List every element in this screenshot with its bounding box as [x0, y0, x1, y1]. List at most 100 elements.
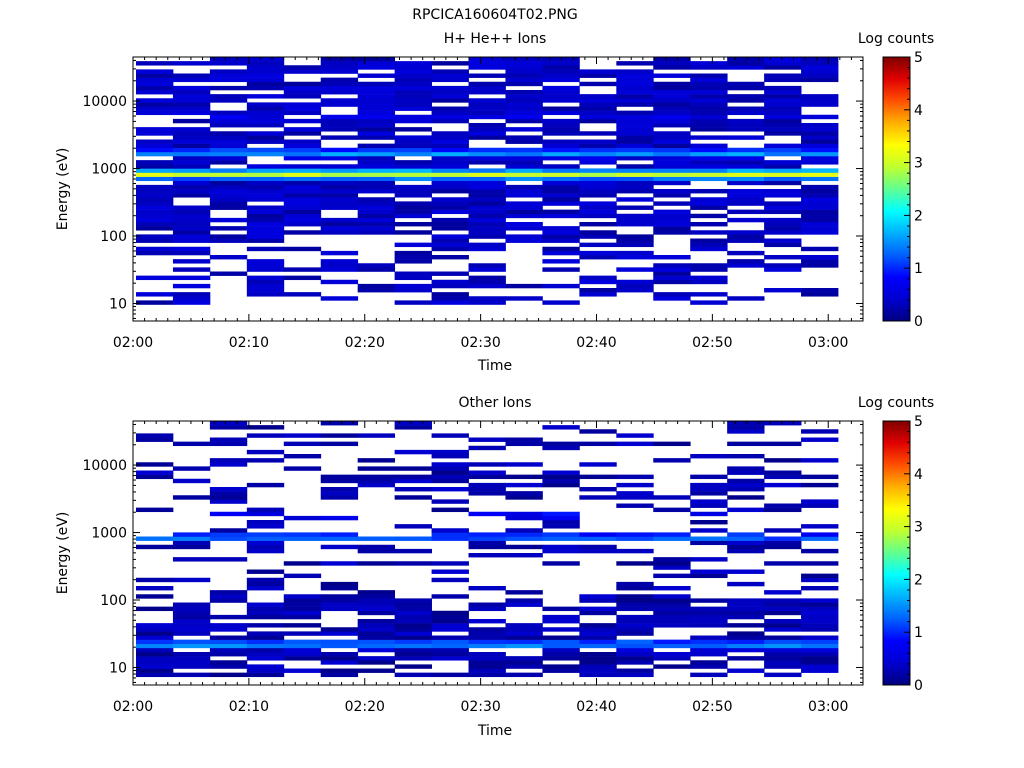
spectrogram-cell	[801, 230, 839, 235]
spectrogram-cell	[394, 466, 432, 471]
spectrogram-cell	[136, 631, 174, 636]
spectrogram-cell	[801, 602, 839, 607]
spectrogram-cell	[431, 532, 469, 537]
spectrogram-cell	[616, 238, 654, 243]
spectrogram-cell	[431, 94, 469, 99]
spectrogram-cell	[801, 160, 839, 165]
spectrogram-cell	[764, 189, 802, 194]
spectrogram-cell	[209, 491, 248, 496]
spectrogram-cell	[764, 474, 802, 480]
spectrogram-cell	[431, 672, 469, 678]
colorbar-tick-label: 4	[914, 467, 923, 483]
spectrogram-cell	[431, 454, 469, 459]
spectrogram-cell	[653, 123, 691, 128]
spectrogram-cell	[283, 143, 322, 149]
spectrogram-cell	[727, 544, 765, 550]
spectrogram-cell	[246, 222, 285, 227]
colorbar-tick-label: 0	[914, 314, 923, 330]
spectrogram-cell	[394, 288, 432, 293]
spectrogram-cell	[764, 643, 802, 649]
spectrogram-cell	[727, 164, 765, 169]
spectrogram-cell	[246, 61, 285, 66]
spectrogram-cell	[172, 292, 211, 297]
spectrogram-cell	[653, 557, 691, 562]
spectrogram-cell	[320, 594, 359, 599]
spectrogram-cell	[283, 65, 322, 70]
spectrogram-cell	[172, 102, 211, 107]
spectrogram-cell	[801, 474, 839, 480]
spectrogram-cell	[246, 292, 285, 297]
spectrogram-cell	[283, 156, 322, 161]
spectrogram-cell	[653, 619, 691, 624]
spectrogram-cell	[727, 81, 765, 87]
spectrogram-cell	[246, 246, 285, 252]
spectrogram-cell	[542, 147, 580, 153]
spectrogram-cell	[616, 279, 654, 285]
spectrogram-cell	[246, 168, 285, 173]
spectrogram-cell	[283, 656, 322, 661]
spectrogram-cell	[616, 668, 654, 673]
spectrogram-cell	[727, 85, 765, 91]
spectrogram-cell	[579, 643, 617, 649]
spectrogram-cell	[209, 437, 248, 442]
figure-title: RPCICA160604T02.PNG	[412, 7, 577, 23]
spectrogram-cell	[690, 275, 728, 281]
spectrogram-cell	[209, 594, 248, 599]
spectrogram-cell	[246, 288, 285, 293]
spectrogram-cell	[579, 176, 617, 182]
spectrogram-cell	[468, 147, 506, 153]
spectrogram-cell	[246, 668, 285, 673]
spectrogram-cell	[320, 57, 359, 62]
spectrogram-cell	[394, 85, 432, 91]
spectrogram-cell	[246, 151, 285, 157]
spectrogram-cell	[690, 135, 728, 140]
spectrogram-cell	[209, 139, 248, 144]
y-axis: 10 100 1000 10000	[82, 59, 863, 319]
spectrogram-cell	[246, 532, 285, 537]
spectrogram-cell	[357, 90, 396, 95]
spectrogram-cell	[505, 238, 543, 243]
spectrogram-cell	[579, 668, 617, 673]
spectrogram-cell	[505, 61, 543, 66]
spectrogram-cell	[690, 246, 728, 252]
spectrogram-cell	[727, 536, 765, 541]
spectrogram-cell	[357, 288, 396, 293]
spectrogram-cell	[246, 85, 285, 91]
spectrogram-cell	[801, 536, 839, 541]
spectrogram-cell	[542, 511, 580, 517]
spectrogram-cell	[136, 606, 174, 612]
spectrogram-cell	[431, 118, 469, 124]
spectrogram-cell	[246, 230, 285, 235]
spectrogram-cell	[172, 532, 211, 537]
spectrogram-cell	[690, 598, 728, 603]
spectrogram-cell	[801, 143, 839, 149]
spectrogram-cell	[172, 61, 211, 66]
spectrogram-cell	[431, 656, 469, 661]
spectrogram-cell	[320, 656, 359, 661]
colorbar-tick-label: 2	[914, 572, 923, 588]
spectrogram-cell	[801, 458, 839, 463]
spectrogram-cell	[172, 139, 211, 144]
spectrogram-cell	[764, 598, 802, 603]
spectrogram-cell	[394, 647, 432, 653]
x-tick-label: 03:00	[808, 335, 848, 351]
spectrogram-cell	[542, 213, 580, 219]
spectrogram-cell	[431, 238, 469, 243]
spectrogram-cell	[727, 61, 765, 66]
spectrogram-cell	[542, 180, 580, 186]
spectrogram-cell	[579, 255, 617, 260]
spectrogram-cell	[136, 639, 174, 645]
spectrogram-cell	[209, 118, 248, 124]
spectrogram-cell	[357, 61, 396, 66]
spectrogram-cell	[394, 230, 432, 235]
spectrogram-cell	[209, 189, 248, 194]
spectrogram-cell	[136, 656, 174, 661]
spectrogram-cell	[616, 482, 654, 488]
spectrogram-cell	[505, 172, 543, 177]
spectrogram-cell	[136, 168, 174, 173]
spectrogram-cell	[542, 259, 580, 264]
spectrogram-cell	[764, 123, 802, 128]
spectrogram-cell	[468, 553, 506, 558]
spectrogram-cell	[616, 222, 654, 227]
spectrogram-cell	[468, 437, 506, 442]
